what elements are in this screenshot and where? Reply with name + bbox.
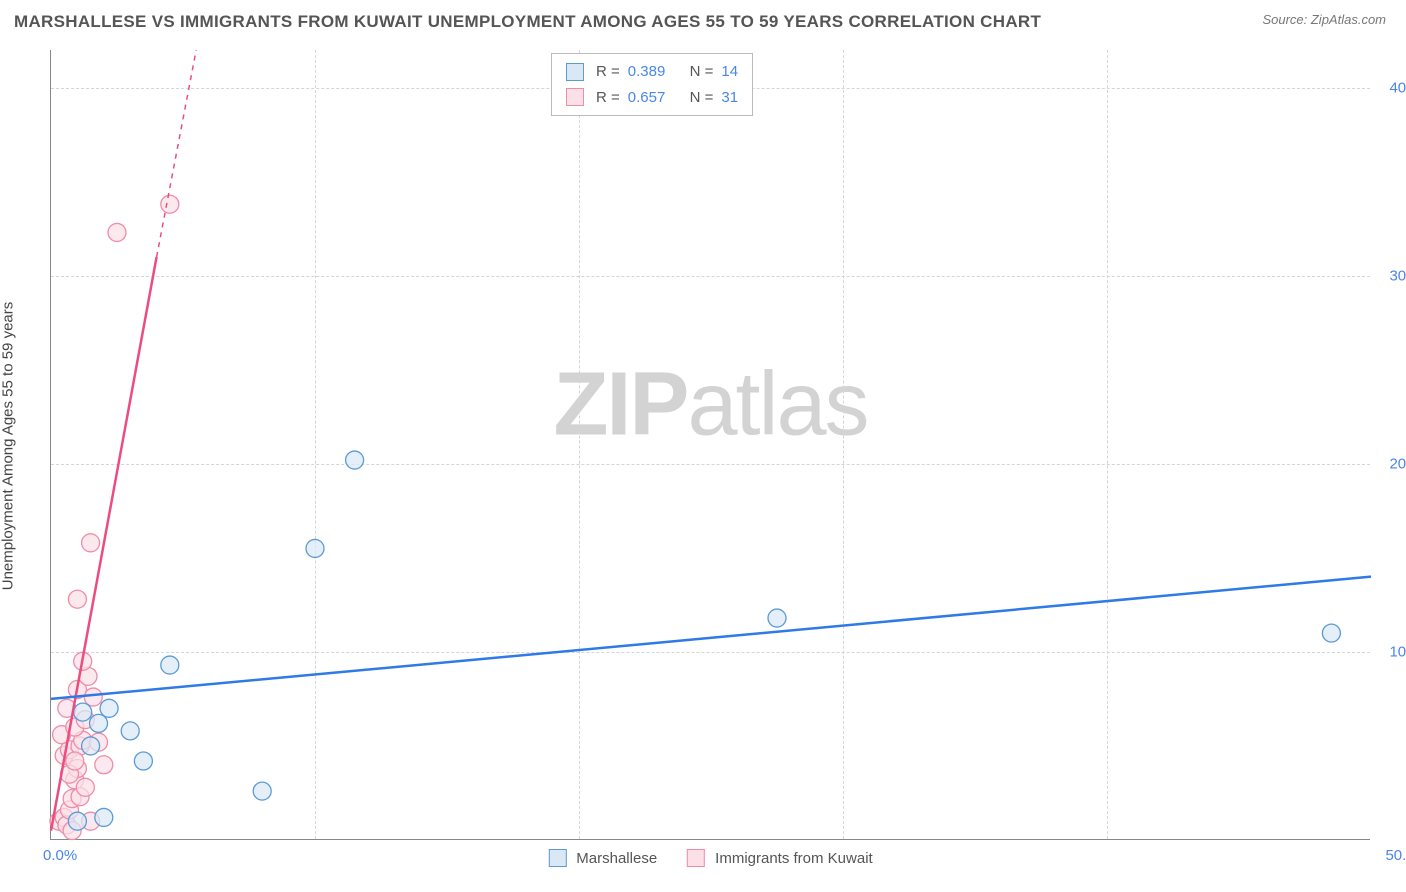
scatter-chart	[51, 50, 1370, 839]
y-axis-label: Unemployment Among Ages 55 to 59 years	[0, 302, 17, 591]
y-tick-label: 30.0%	[1377, 267, 1406, 284]
x-tick-min: 0.0%	[43, 847, 77, 864]
stats-row-series1: R = 0.389 N = 14	[566, 59, 738, 85]
y-tick-label: 20.0%	[1377, 455, 1406, 472]
source-credit: Source: ZipAtlas.com	[1262, 12, 1386, 27]
legend-label-series1: Marshallese	[576, 850, 657, 867]
legend-label-series2: Immigrants from Kuwait	[715, 850, 873, 867]
plot-area: ZIPatlas 10.0%20.0%30.0%40.0% 0.0% 50.0%…	[50, 50, 1370, 840]
y-tick-label: 10.0%	[1377, 643, 1406, 660]
swatch-series1	[566, 63, 584, 81]
stats-legend-box: R = 0.389 N = 14 R = 0.657 N = 31	[551, 53, 753, 116]
legend-item-series2: Immigrants from Kuwait	[687, 849, 873, 867]
swatch-series2-bottom	[687, 849, 705, 867]
legend-item-series1: Marshallese	[548, 849, 657, 867]
swatch-series2	[566, 88, 584, 106]
swatch-series1-bottom	[548, 849, 566, 867]
stats-row-series2: R = 0.657 N = 31	[566, 85, 738, 111]
y-tick-label: 40.0%	[1377, 79, 1406, 96]
bottom-legend: Marshallese Immigrants from Kuwait	[548, 849, 872, 867]
chart-title: MARSHALLESE VS IMMIGRANTS FROM KUWAIT UN…	[14, 12, 1041, 32]
x-tick-max: 50.0%	[1385, 847, 1406, 864]
